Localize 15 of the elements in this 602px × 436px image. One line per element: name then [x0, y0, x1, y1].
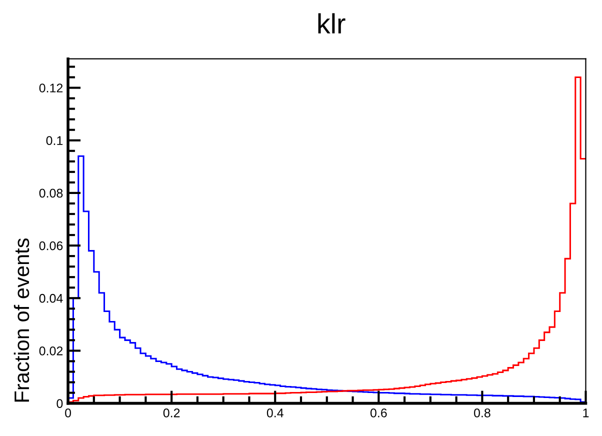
- x-tick-label: 0.2: [163, 408, 180, 418]
- x-tick-label: 0: [65, 408, 72, 418]
- y-tick-label: 0: [56, 399, 63, 408]
- y-axis-title: Fraction of events: [14, 238, 30, 402]
- x-tick-label: 1: [583, 408, 589, 418]
- y-tick-label: 0.1: [46, 136, 63, 146]
- y-tick-label: 0.08: [39, 188, 63, 198]
- y-tick-label: 0.06: [39, 241, 63, 250]
- x-tick-label: 0.4: [266, 408, 284, 418]
- x-tick-label: 0.6: [370, 408, 387, 418]
- y-tick-label: 0.02: [39, 346, 63, 356]
- y-tick-label: 0.04: [39, 294, 63, 303]
- x-tick-label: 0.8: [474, 408, 490, 418]
- y-tick-label: 0.12: [39, 84, 63, 92]
- chart-title: klr: [318, 13, 346, 34]
